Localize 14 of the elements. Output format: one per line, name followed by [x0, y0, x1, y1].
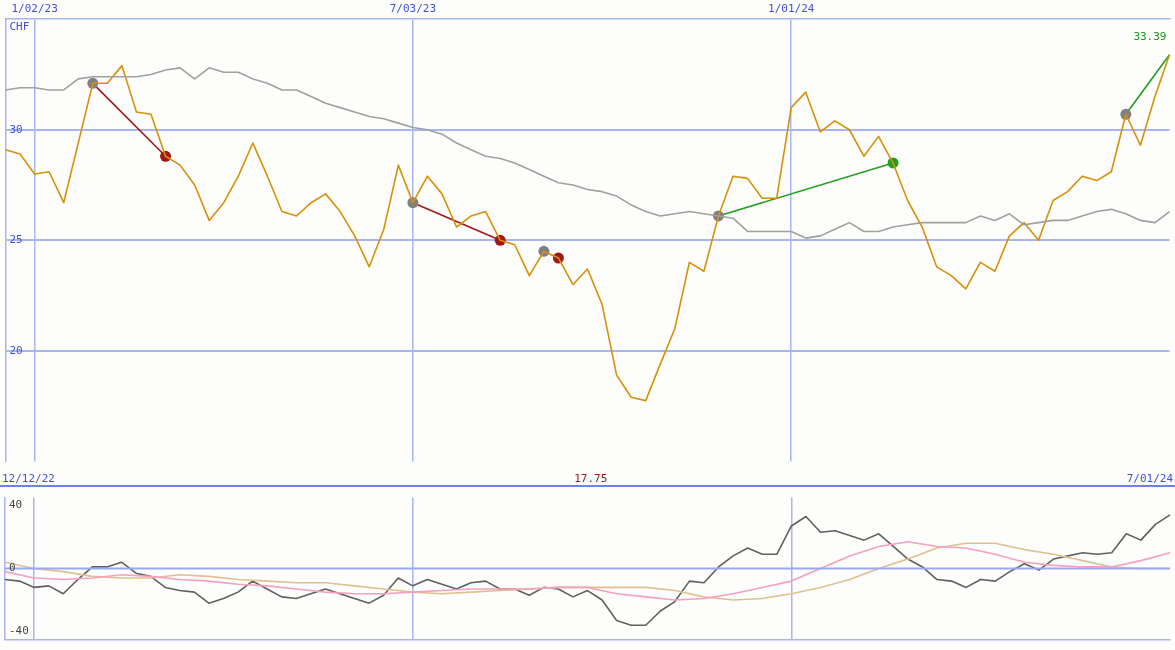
text: 17.75 — [574, 472, 608, 485]
y-tick-label: 20 — [9, 343, 23, 357]
x-tick-label: 7/03/23 — [389, 2, 437, 16]
y-tick-label: -40 — [9, 624, 29, 638]
text: 7/01/24 — [1126, 472, 1173, 485]
x-tick-label: 1/02/23 — [11, 2, 58, 16]
y-tick-label: 30 — [9, 122, 23, 136]
y-tick-label: 0 — [9, 561, 16, 575]
x-tick-label: 1/01/24 — [768, 2, 815, 16]
y-axis-title: CHF — [9, 19, 30, 33]
y-tick-label: 25 — [9, 233, 23, 247]
y-tick-label: 40 — [9, 498, 23, 512]
text: 12/12/22 — [2, 472, 55, 485]
annotation: 33.39 — [1133, 30, 1167, 44]
